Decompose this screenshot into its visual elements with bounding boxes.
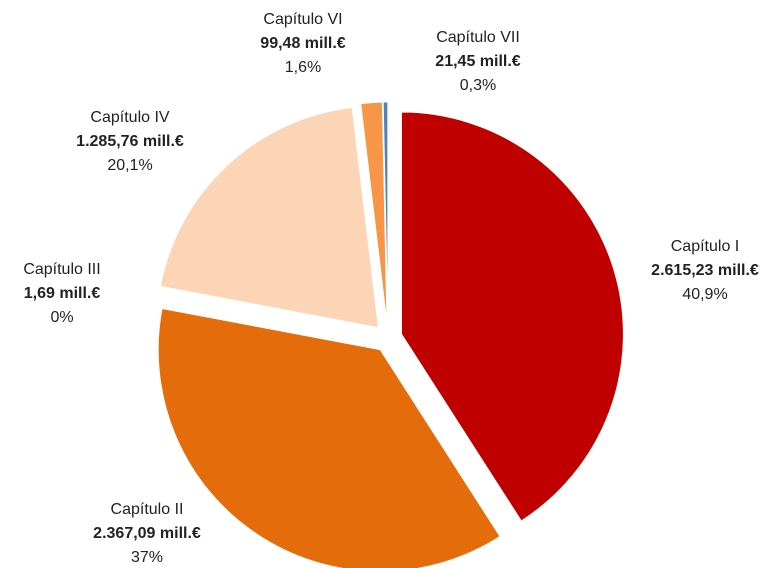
slice-name: Capítulo VII bbox=[436, 29, 520, 46]
slice-name: Capítulo IV bbox=[90, 109, 169, 126]
value-label: 1,69 mill.€ bbox=[24, 285, 101, 302]
percentage-label: 0,3% bbox=[460, 77, 496, 94]
value-label: 21,45 mill.€ bbox=[435, 53, 520, 70]
slice-name: Capítulo VI bbox=[263, 11, 342, 28]
value-label: 2.367,09 mill.€ bbox=[93, 525, 201, 542]
value-label: 1.285,76 mill.€ bbox=[76, 133, 184, 150]
pie-slice bbox=[159, 106, 380, 329]
percentage-label: 37% bbox=[131, 549, 163, 566]
pie-slice bbox=[157, 307, 501, 568]
value-label: 99,48 mill.€ bbox=[260, 35, 345, 52]
slice-name: Capítulo II bbox=[111, 501, 184, 518]
percentage-label: 1,6% bbox=[285, 59, 321, 76]
percentage-label: 20,1% bbox=[107, 157, 152, 174]
percentage-label: 40,9% bbox=[682, 286, 727, 303]
slice-name: Capítulo III bbox=[23, 261, 100, 278]
value-label: 2.615,23 mill.€ bbox=[651, 262, 759, 279]
percentage-label: 0% bbox=[50, 309, 73, 326]
pie-slice bbox=[155, 293, 375, 336]
pie-slice bbox=[382, 101, 389, 325]
slice-name: Capítulo I bbox=[671, 238, 739, 255]
pie-slice bbox=[400, 111, 624, 522]
pie-slice bbox=[360, 101, 388, 325]
